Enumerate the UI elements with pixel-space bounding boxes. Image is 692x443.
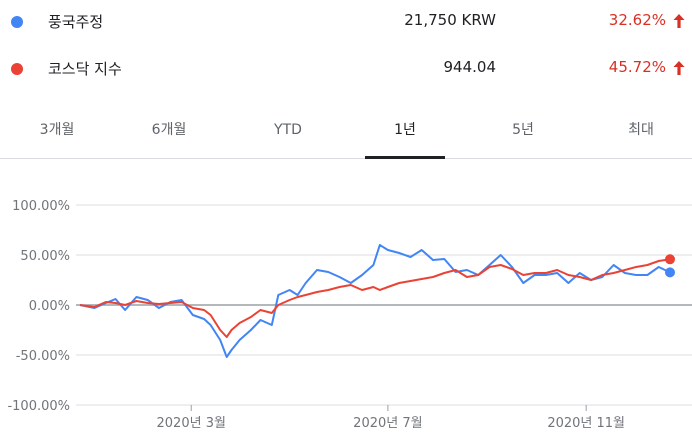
series-color-dot — [11, 16, 23, 28]
series-change: 45.72% — [608, 58, 666, 76]
tab-6-months[interactable]: 6개월 — [151, 122, 187, 138]
legend-row-stock[interactable]: 풍국주정 21,750 KRW 32.62% — [0, 4, 692, 38]
arrow-up-icon — [673, 61, 685, 75]
series-line-2 — [79, 258, 671, 338]
x-tick-label: 2020년 3월 — [157, 416, 226, 431]
series-change: 32.62% — [608, 11, 666, 29]
series-end-point-2 — [665, 254, 675, 265]
comparison-line-chart: 100.00% 50.00% 0.00% -50.00% -100.00% 2020년 … — [7, 199, 692, 431]
series-name: 풍국주정 — [48, 13, 104, 31]
series-price: 21,750 KRW — [404, 11, 496, 29]
y-tick-label: 0.00% — [29, 299, 70, 314]
range-tabs: 3개월 6개월 YTD 1년 5년 최대 — [0, 100, 692, 159]
series-color-dot — [11, 63, 23, 75]
tab-ytd[interactable]: YTD — [274, 122, 302, 138]
y-tick-label: 50.00% — [20, 249, 70, 264]
series-line-1 — [79, 244, 671, 358]
tab-1-year[interactable]: 1년 — [355, 100, 455, 159]
series-name: 코스닥 지수 — [48, 60, 122, 78]
y-tick-label: -50.00% — [16, 349, 70, 364]
y-tick-label: -100.00% — [7, 399, 70, 414]
y-axis-ticks: 100.00% 50.00% 0.00% -50.00% -100.00% — [7, 199, 70, 414]
x-axis-ticks: 2020년 3월 2020년 7월 2020년 11월 — [157, 405, 625, 431]
arrow-up-icon — [673, 14, 685, 28]
tab-max[interactable]: 최대 — [628, 122, 654, 138]
series-price: 944.04 — [443, 58, 497, 76]
chart-series — [79, 244, 675, 358]
tab-3-months[interactable]: 3개월 — [39, 122, 75, 138]
legend-row-index[interactable]: 코스닥 지수 944.04 45.72% — [0, 51, 692, 85]
chart-grid — [76, 204, 692, 406]
tab-5-years[interactable]: 5년 — [512, 122, 534, 138]
series-end-point-1 — [665, 267, 675, 278]
x-tick-label: 2020년 11월 — [547, 416, 625, 431]
y-tick-label: 100.00% — [12, 199, 70, 214]
x-tick-label: 2020년 7월 — [353, 416, 422, 431]
